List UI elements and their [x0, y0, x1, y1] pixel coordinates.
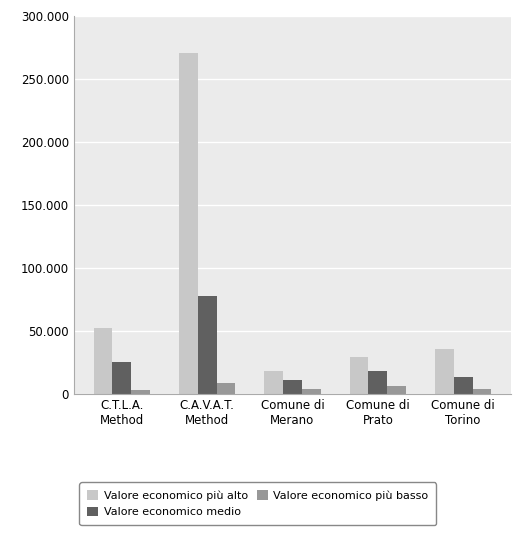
Bar — [283, 380, 302, 394]
Bar — [217, 382, 236, 394]
Bar — [198, 296, 217, 394]
Bar — [435, 348, 454, 394]
Bar — [387, 386, 406, 394]
Legend: Valore economico più alto, Valore economico medio, Valore economico più basso: Valore economico più alto, Valore econom… — [80, 482, 436, 525]
Bar — [265, 371, 283, 394]
Bar — [112, 362, 131, 394]
Bar — [368, 371, 387, 394]
Bar — [454, 377, 473, 394]
Bar — [473, 389, 491, 394]
Bar — [131, 390, 150, 394]
Bar — [349, 357, 368, 394]
Bar — [179, 53, 198, 394]
Bar — [302, 389, 320, 394]
Bar — [94, 328, 112, 394]
